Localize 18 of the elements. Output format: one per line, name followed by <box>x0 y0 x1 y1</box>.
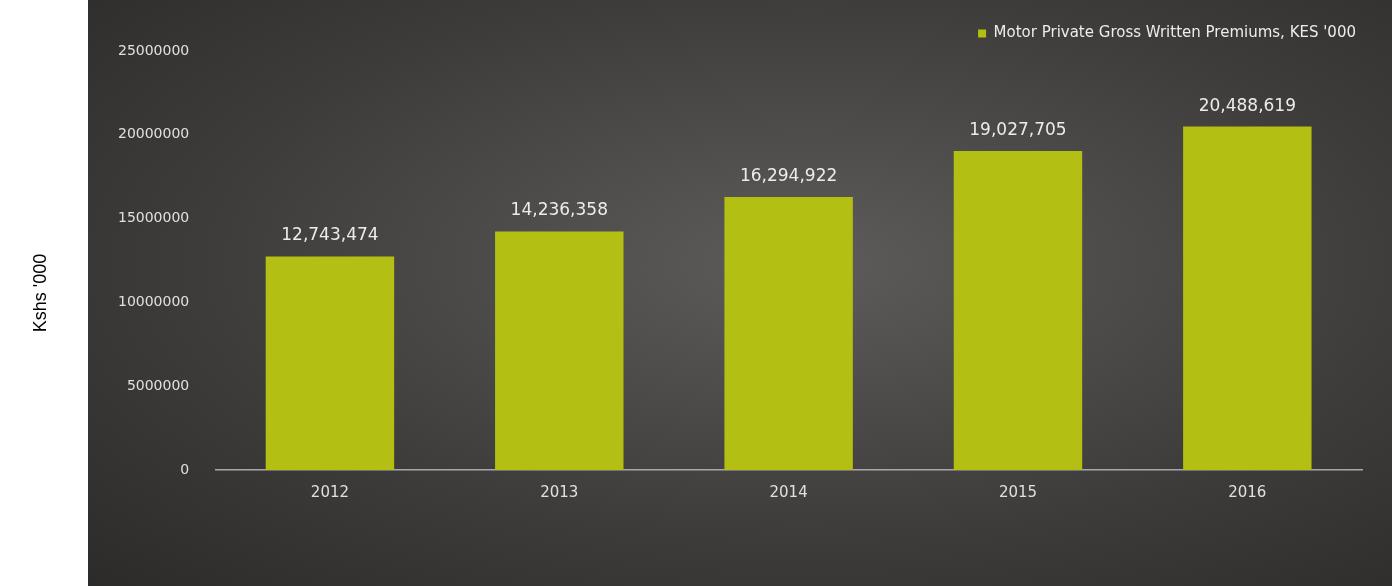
x-tick-label: 2012 <box>310 482 350 501</box>
data-label: 14,236,358 <box>510 199 608 220</box>
data-label: 20,488,619 <box>1198 94 1296 115</box>
y-tick-label: 25000000 <box>117 41 190 58</box>
data-label: 12,743,474 <box>281 224 379 245</box>
y-tick-label: 15000000 <box>117 209 190 226</box>
y-tick-label: 5000000 <box>126 376 190 393</box>
y-axis-title: Kshs '000 <box>29 253 51 333</box>
x-tick-label: 2015 <box>998 482 1038 501</box>
x-tick-label: 2013 <box>540 482 579 501</box>
legend-label: Motor Private Gross Written Premiums, KES '000 <box>993 23 1357 42</box>
x-tick-label: 2016 <box>1228 482 1267 501</box>
data-label: 19,027,705 <box>969 119 1067 140</box>
y-tick-label: 0 <box>180 460 190 477</box>
data-label: 16,294,922 <box>739 164 838 185</box>
y-tick-label: 20000000 <box>117 125 190 142</box>
x-tick-label: 2014 <box>769 482 808 501</box>
y-tick-label: 10000000 <box>117 293 190 310</box>
